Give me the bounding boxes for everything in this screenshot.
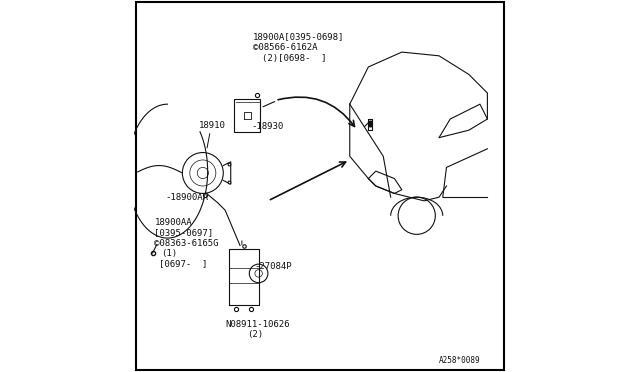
Text: (2)[0698-  ]: (2)[0698- ] xyxy=(262,54,327,63)
Text: N08911-10626: N08911-10626 xyxy=(225,320,290,328)
Text: ©08566-6162A: ©08566-6162A xyxy=(253,43,317,52)
Text: -18900AA: -18900AA xyxy=(166,193,209,202)
Text: 18910: 18910 xyxy=(199,121,226,130)
Text: ©08363-6165G: ©08363-6165G xyxy=(154,238,219,247)
Text: 18900A[0395-0698]: 18900A[0395-0698] xyxy=(253,32,344,41)
Text: (1): (1) xyxy=(161,249,177,258)
Text: [0697-  ]: [0697- ] xyxy=(159,259,207,268)
Text: -27084P: -27084P xyxy=(255,262,292,270)
Bar xyxy=(234,99,260,132)
Text: A258*0089: A258*0089 xyxy=(439,356,481,365)
Text: (2): (2) xyxy=(248,330,264,339)
Text: 18900AA: 18900AA xyxy=(154,218,192,227)
Text: -18930: -18930 xyxy=(251,122,284,131)
Text: [0395-0697]: [0395-0697] xyxy=(154,228,214,237)
